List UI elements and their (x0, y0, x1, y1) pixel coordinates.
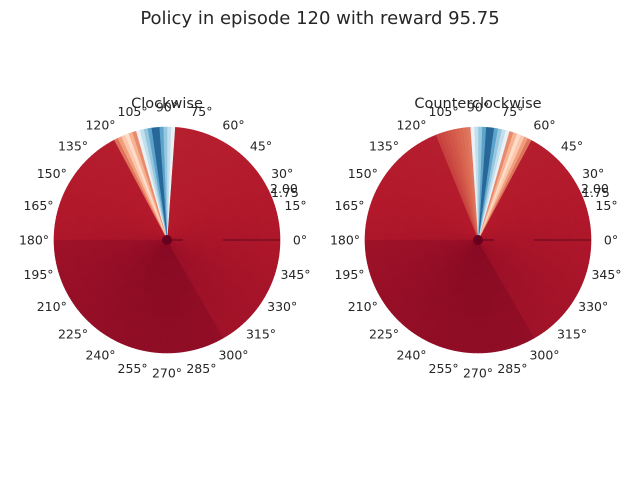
theta-tick-label: 195° (23, 267, 53, 282)
theta-tick-label: 150° (37, 166, 67, 181)
theta-tick-label: 150° (348, 166, 378, 181)
theta-tick-label: 45° (250, 139, 272, 154)
heatmap-cell (53, 235, 74, 241)
heatmap-cell (166, 126, 172, 147)
heatmap-cell (474, 314, 479, 335)
heatmap-cell (552, 239, 573, 244)
theta-tick-label: 315° (557, 327, 587, 342)
axes-title-counterclockwise: Counterclockwise (414, 96, 541, 112)
heatmap-cell (204, 239, 224, 243)
theta-tick-label: 135° (58, 139, 88, 154)
center-point (162, 235, 172, 245)
heatmap-cell (477, 164, 481, 184)
theta-tick-label: 15° (595, 198, 617, 213)
radial-tick-label: 2.00 (270, 181, 298, 196)
heatmap-cell (260, 239, 281, 245)
theta-tick-label: 300° (529, 348, 559, 363)
theta-tick-label: 225° (369, 327, 399, 342)
theta-tick-label: 165° (334, 198, 364, 213)
heatmap-cell (164, 296, 168, 316)
theta-tick-label: 210° (348, 299, 378, 314)
heatmap-sectors (364, 126, 592, 354)
theta-tick-label: 105° (429, 104, 459, 119)
heatmap-cell (163, 314, 168, 335)
heatmap-cell (364, 235, 385, 241)
theta-tick-label: 270° (152, 366, 182, 381)
theta-tick-label: 0° (293, 233, 307, 248)
heatmap-cell (477, 145, 482, 166)
heatmap-cell (402, 237, 422, 241)
radial-tick-label: 1.75 (582, 185, 610, 200)
theta-tick-label: 165° (23, 198, 53, 213)
theta-tick-label: 180° (330, 233, 360, 248)
heatmap-cell (515, 239, 535, 243)
heatmap-cell (473, 333, 479, 354)
theta-tick-label: 300° (218, 348, 248, 363)
theta-tick-label: 180° (19, 233, 49, 248)
theta-tick-label: 75° (190, 104, 212, 119)
theta-tick-label: 90° (467, 100, 489, 115)
theta-tick-label: 120° (85, 117, 115, 132)
center-marks (473, 235, 591, 245)
theta-tick-label: 60° (533, 117, 555, 132)
theta-tick-label: 90° (156, 100, 178, 115)
theta-tick-label: 315° (246, 327, 276, 342)
heatmap-cell (91, 237, 111, 241)
theta-tick-label: 135° (369, 139, 399, 154)
heatmap-cell (383, 236, 404, 241)
theta-tick-label: 225° (58, 327, 88, 342)
theta-tick-label: 285° (186, 361, 216, 376)
theta-tick-label: 45° (561, 139, 583, 154)
radial-tick-label: 2.00 (581, 181, 609, 196)
theta-tick-label: 240° (85, 348, 115, 363)
theta-tick-label: 120° (396, 117, 426, 132)
theta-tick-labels: 0° 15° 30° 45° 60° 75° 90° 105°120° 135° 150° 165°… (19, 100, 311, 381)
theta-tick-label: 255° (118, 361, 148, 376)
heatmap-cell (571, 239, 592, 245)
theta-tick-label: 195° (334, 267, 364, 282)
heatmap-sectors (53, 126, 281, 354)
polar-axes-clockwise: Clockwise 0° 15° 30° 45° 60° 75° 90° 105°120° 13… (19, 96, 311, 381)
theta-tick-label: 345° (591, 267, 621, 282)
theta-tick-label: 0° (604, 233, 618, 248)
theta-tick-label: 255° (429, 361, 459, 376)
radial-tick-labels: 1.752.00 (581, 181, 610, 200)
theta-tick-label: 75° (501, 104, 523, 119)
heatmap-cell (162, 333, 168, 354)
heatmap-cell (475, 296, 479, 316)
theta-tick-label: 105° (118, 104, 148, 119)
theta-tick-label: 30° (582, 166, 604, 181)
theta-tick-label: 15° (284, 198, 306, 213)
polar-axes-counterclockwise: Counterclockwise 0° 15° 30° 45° 60° 75° 90° 105… (330, 96, 622, 381)
theta-tick-label: 240° (396, 348, 426, 363)
figure-title: Policy in episode 120 with reward 95.75 (140, 8, 499, 29)
theta-tick-label: 285° (497, 361, 527, 376)
theta-tick-label: 345° (280, 267, 310, 282)
theta-tick-label: 60° (222, 117, 244, 132)
theta-tick-label: 270° (463, 366, 493, 381)
center-point (473, 235, 483, 245)
center-marks (162, 235, 280, 245)
radial-tick-labels: 1.752.00 (270, 181, 299, 200)
heatmap-cell (166, 164, 170, 184)
theta-tick-label: 330° (578, 299, 608, 314)
heatmap-cell (241, 239, 262, 244)
theta-tick-labels: 0° 15° 30° 45° 60° 75° 90° 105°120° 135° 150° 165°… (330, 100, 622, 381)
theta-tick-label: 330° (267, 299, 297, 314)
heatmap-cell (72, 236, 93, 241)
radial-tick-label: 1.75 (271, 185, 299, 200)
axes-title-clockwise: Clockwise (131, 96, 203, 112)
theta-tick-label: 30° (271, 166, 293, 181)
theta-tick-label: 210° (37, 299, 67, 314)
heatmap-cell (166, 145, 171, 166)
heatmap-cell (477, 126, 483, 147)
